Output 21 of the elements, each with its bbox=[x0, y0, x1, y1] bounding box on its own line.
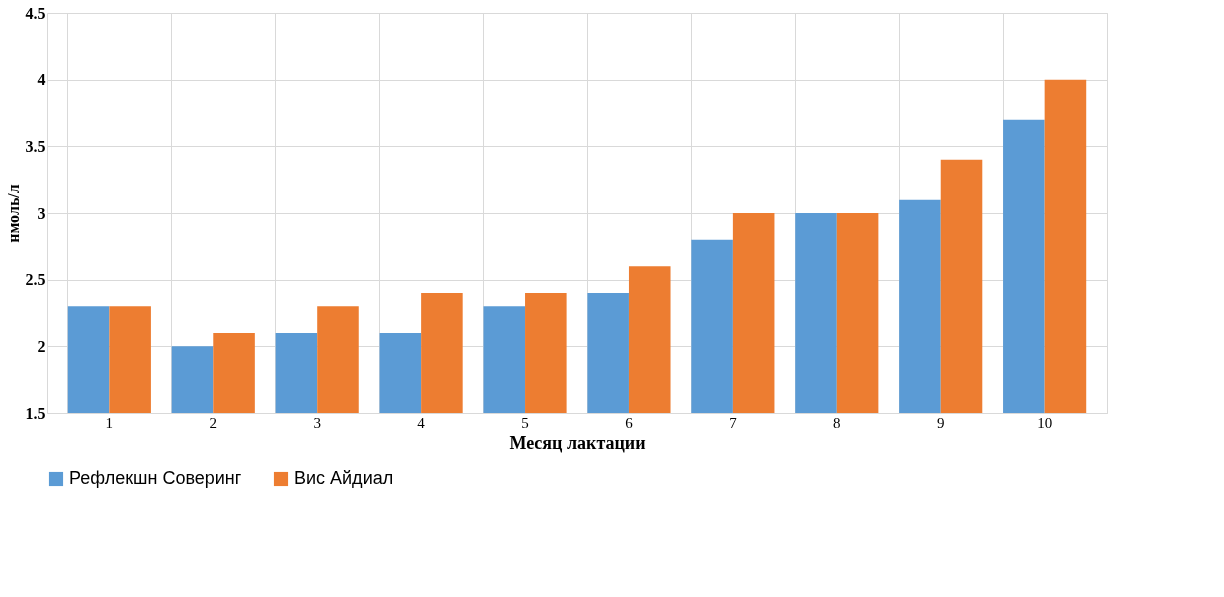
x-tick-label: 1 bbox=[105, 414, 114, 431]
x-axis-title: Месяц лактации bbox=[509, 432, 646, 453]
x-tick-label: 8 bbox=[833, 414, 841, 431]
legend-label: Рефлекшн Соверинг bbox=[69, 468, 242, 488]
y-tick-label: 4 bbox=[37, 71, 46, 89]
x-tick-label: 9 bbox=[936, 414, 945, 431]
x-tick-label: 4 bbox=[417, 414, 426, 431]
y-tick-label: 1.5 bbox=[25, 404, 46, 422]
y-axis-title: нмоль/л bbox=[4, 184, 22, 243]
x-tick-label: 5 bbox=[521, 414, 529, 431]
y-tick-label: 3 bbox=[37, 204, 46, 222]
x-tick-label: 2 bbox=[209, 414, 218, 431]
y-tick-label: 2 bbox=[37, 337, 46, 355]
y-tick-label: 4.5 bbox=[25, 4, 46, 22]
y-tick-label: 3.5 bbox=[25, 137, 46, 155]
x-tick-label: 10 bbox=[1037, 414, 1053, 431]
x-tick-label: 6 bbox=[625, 414, 634, 431]
legend-label: Вис Айдиал bbox=[294, 468, 394, 488]
x-tick-label: 7 bbox=[729, 414, 738, 431]
x-tick-label: 3 bbox=[313, 414, 321, 431]
y-tick-label: 2.5 bbox=[25, 271, 46, 289]
